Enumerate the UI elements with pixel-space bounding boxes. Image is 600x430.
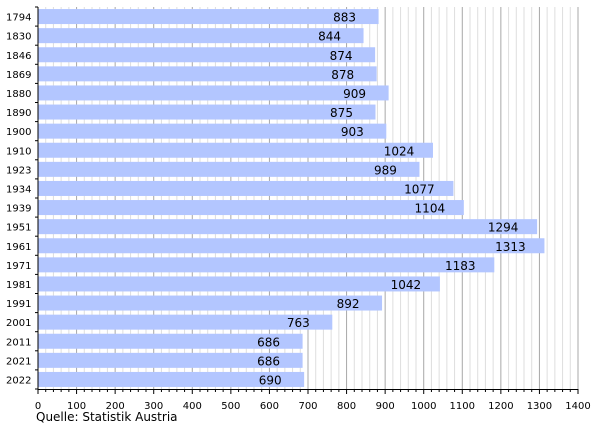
value-label: 909 — [343, 87, 366, 101]
bar-1890 — [38, 104, 376, 120]
value-label: 1294 — [488, 221, 519, 235]
x-tick-label: 600 — [260, 401, 279, 412]
value-label: 989 — [374, 163, 397, 177]
value-label: 690 — [259, 373, 282, 387]
axes — [35, 6, 579, 394]
grid-lines — [45, 7, 579, 389]
value-label: 844 — [318, 30, 341, 44]
bar-1846 — [38, 47, 376, 63]
value-label: 903 — [341, 125, 364, 139]
y-tick-label: 1961 — [6, 242, 31, 253]
value-label: 883 — [333, 11, 356, 25]
y-tick-label: 1991 — [6, 299, 31, 310]
value-label: 1183 — [445, 259, 476, 273]
bar-1900 — [38, 123, 387, 139]
y-tick-label: 1923 — [6, 165, 31, 176]
bar-1991 — [38, 295, 383, 311]
y-tick-labels: 1794 1830 1846 1869 1880 1890 1900 1910 1923 1934… — [6, 13, 31, 387]
x-tick-label: 100 — [67, 401, 86, 412]
x-tick-labels: 0 100 200 300 400 500 600 700 800 900 1000 1100 1200… — [35, 401, 591, 412]
bar-2021 — [38, 352, 303, 368]
source-note: Quelle: Statistik Austria — [36, 410, 178, 424]
bar-1951 — [38, 219, 538, 235]
y-tick-label: 1846 — [6, 51, 31, 62]
bar-1830 — [38, 28, 364, 44]
value-label: 686 — [257, 335, 280, 349]
y-tick-label: 1910 — [6, 146, 31, 157]
value-label: 874 — [330, 49, 353, 63]
value-label: 875 — [330, 106, 353, 120]
x-tick-label: 900 — [376, 401, 395, 412]
y-tick-label: 2022 — [6, 375, 31, 386]
x-tick-label: 800 — [337, 401, 356, 412]
x-tick-label: 1100 — [450, 401, 475, 412]
value-label: 1313 — [495, 240, 526, 254]
bar-1981 — [38, 276, 440, 292]
bar-1934 — [38, 180, 454, 196]
bar-1880 — [38, 85, 389, 101]
y-tick-label: 1830 — [6, 32, 31, 43]
y-tick-label: 1934 — [6, 184, 31, 195]
value-label: 892 — [337, 297, 360, 311]
value-label: 1024 — [384, 144, 415, 158]
x-tick-label: 1000 — [411, 401, 436, 412]
y-tick-label: 1981 — [6, 280, 31, 291]
y-tick-label: 2001 — [6, 318, 31, 329]
bar-1923 — [38, 161, 420, 177]
y-tick-label: 1900 — [6, 127, 31, 138]
bar-1869 — [38, 66, 377, 82]
bar-1794 — [38, 9, 379, 25]
bars — [38, 9, 545, 387]
x-tick-label: 200 — [106, 401, 125, 412]
y-tick-label: 1794 — [6, 13, 31, 24]
x-tick-label: 400 — [183, 401, 202, 412]
value-label: 686 — [257, 354, 280, 368]
x-tick-label: 1200 — [488, 401, 513, 412]
y-tick-label: 1971 — [6, 261, 31, 272]
value-labels: 883 844 874 878 909 875 903 1024 989 1077 1104 1294… — [257, 11, 526, 388]
value-label: 1077 — [404, 182, 435, 196]
bar-2001 — [38, 314, 333, 330]
x-tick-label: 500 — [221, 401, 240, 412]
x-tick-label: 0 — [35, 401, 41, 412]
y-tick-label: 1890 — [6, 108, 31, 119]
bar-1961 — [38, 238, 545, 254]
bar-1910 — [38, 142, 433, 158]
x-tick-label: 700 — [298, 401, 317, 412]
bar-1971 — [38, 257, 495, 273]
y-tick-label: 1939 — [6, 204, 31, 215]
y-tick-label: 1880 — [6, 89, 31, 100]
y-tick-label: 1951 — [6, 223, 31, 234]
bar-2011 — [38, 333, 303, 349]
bar-2022 — [38, 371, 305, 387]
value-label: 878 — [331, 68, 354, 82]
x-tick-label: 300 — [144, 401, 163, 412]
y-tick-label: 1869 — [6, 70, 31, 81]
value-label: 763 — [287, 316, 310, 330]
x-tick-label: 1400 — [565, 401, 590, 412]
bar-1939 — [38, 200, 464, 216]
value-label: 1104 — [415, 202, 446, 216]
y-tick-label: 2021 — [6, 356, 31, 367]
x-tick-label: 1300 — [527, 401, 552, 412]
value-label: 1042 — [391, 278, 422, 292]
y-tick-label: 2011 — [6, 337, 31, 348]
